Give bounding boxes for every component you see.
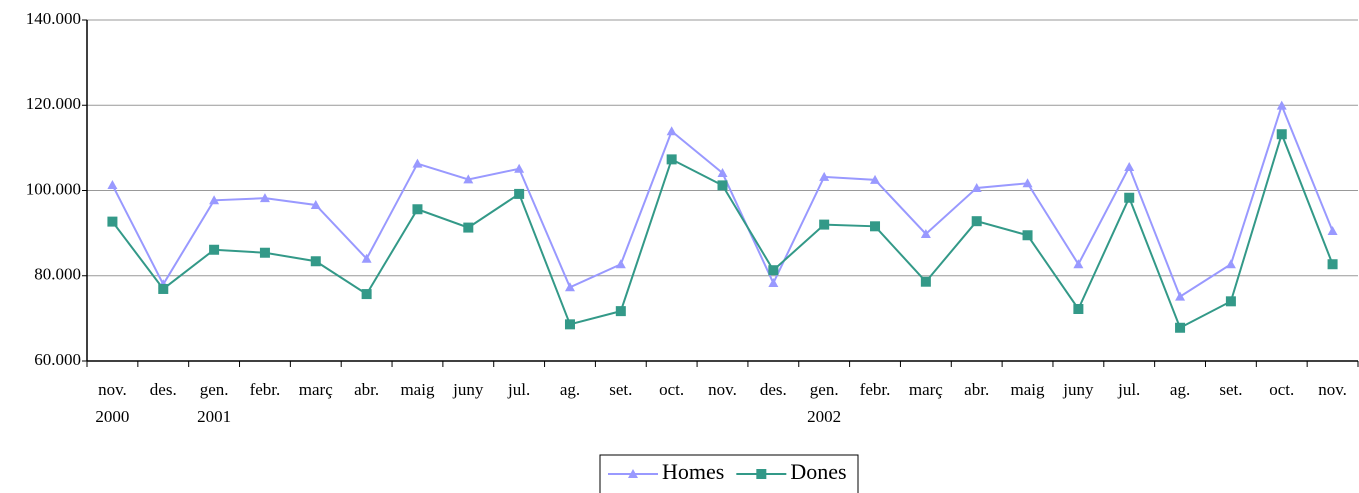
x-tick-label: jul. (1117, 380, 1140, 399)
data-point (1073, 303, 1084, 314)
y-tick-label: 120.000 (26, 94, 81, 113)
x-tick-label: abr. (964, 380, 989, 399)
x-tick-label: març (909, 380, 943, 399)
data-point (1124, 192, 1135, 203)
data-point (819, 171, 830, 181)
data-point (1175, 322, 1186, 333)
x-tick-label: febr. (860, 380, 891, 399)
data-point (412, 204, 423, 215)
data-point (920, 228, 931, 238)
legend-marker (628, 469, 638, 478)
data-point (1073, 259, 1084, 269)
data-point (310, 256, 321, 267)
y-tick-label: 100.000 (26, 179, 81, 198)
data-point (870, 221, 881, 232)
x-tick-label: nov. (1318, 380, 1347, 399)
data-point (971, 182, 982, 192)
x-tick-label: febr. (250, 380, 281, 399)
data-point (361, 253, 372, 263)
data-point (819, 219, 830, 230)
x-tick-label: 2000 (95, 407, 129, 426)
data-point (920, 276, 931, 287)
data-point (717, 180, 728, 191)
data-point (259, 247, 270, 258)
x-tick-label: set. (1219, 380, 1242, 399)
y-tick-label: 80.000 (34, 265, 81, 284)
data-point (1276, 129, 1287, 140)
x-tick-label: juny (452, 380, 484, 399)
data-point (666, 154, 677, 165)
data-point (1225, 259, 1236, 269)
x-tick-label: 2001 (197, 407, 231, 426)
data-point (463, 222, 474, 233)
data-point (107, 216, 118, 227)
x-tick-label: jul. (507, 380, 530, 399)
x-tick-label: gen. (200, 380, 229, 399)
legend-label: Dones (790, 459, 846, 484)
series-line (111, 131, 1334, 330)
x-tick-label: nov. (98, 380, 127, 399)
data-point (310, 199, 321, 209)
x-tick-label: oct. (659, 380, 684, 399)
data-point (1276, 100, 1287, 110)
data-point (209, 244, 220, 255)
data-point (209, 195, 220, 205)
data-point (666, 126, 677, 136)
x-tick-label: ag. (1170, 380, 1190, 399)
data-point (1327, 259, 1338, 270)
x-tick-label: juny (1062, 380, 1094, 399)
data-point (870, 174, 881, 184)
x-tick-label: maig (400, 380, 434, 399)
data-point (564, 319, 575, 330)
data-point (1022, 230, 1033, 241)
x-tick-label: març (299, 380, 333, 399)
data-point (158, 283, 169, 294)
data-point (615, 306, 626, 317)
data-point (1175, 291, 1186, 301)
x-tick-label: ag. (560, 380, 580, 399)
x-tick-label: des. (760, 380, 787, 399)
x-tick-label: des. (150, 380, 177, 399)
data-point (971, 216, 982, 227)
data-point (514, 163, 525, 173)
data-point (768, 265, 779, 276)
data-point (514, 188, 525, 199)
x-tick-label: gen. (810, 380, 839, 399)
data-point (768, 277, 779, 287)
series-line (111, 102, 1334, 299)
legend-label: Homes (662, 459, 724, 484)
data-point (564, 282, 575, 292)
x-tick-label: maig (1011, 380, 1045, 399)
data-point (361, 289, 372, 300)
y-tick-label: 60.000 (34, 350, 81, 369)
data-point (463, 174, 474, 184)
y-tick-label: 140.000 (26, 9, 81, 28)
data-point (259, 193, 270, 203)
data-point (1124, 162, 1135, 172)
x-tick-label: abr. (354, 380, 379, 399)
data-point (1327, 225, 1338, 235)
x-tick-label: oct. (1269, 380, 1294, 399)
data-point (1225, 296, 1236, 307)
x-tick-label: 2002 (807, 407, 841, 426)
data-point (1022, 178, 1033, 188)
data-point (107, 179, 118, 189)
data-point (717, 168, 728, 178)
legend-marker (756, 469, 767, 479)
data-point (412, 158, 423, 168)
x-tick-label: nov. (708, 380, 737, 399)
data-point (615, 259, 626, 269)
x-tick-label: set. (609, 380, 632, 399)
